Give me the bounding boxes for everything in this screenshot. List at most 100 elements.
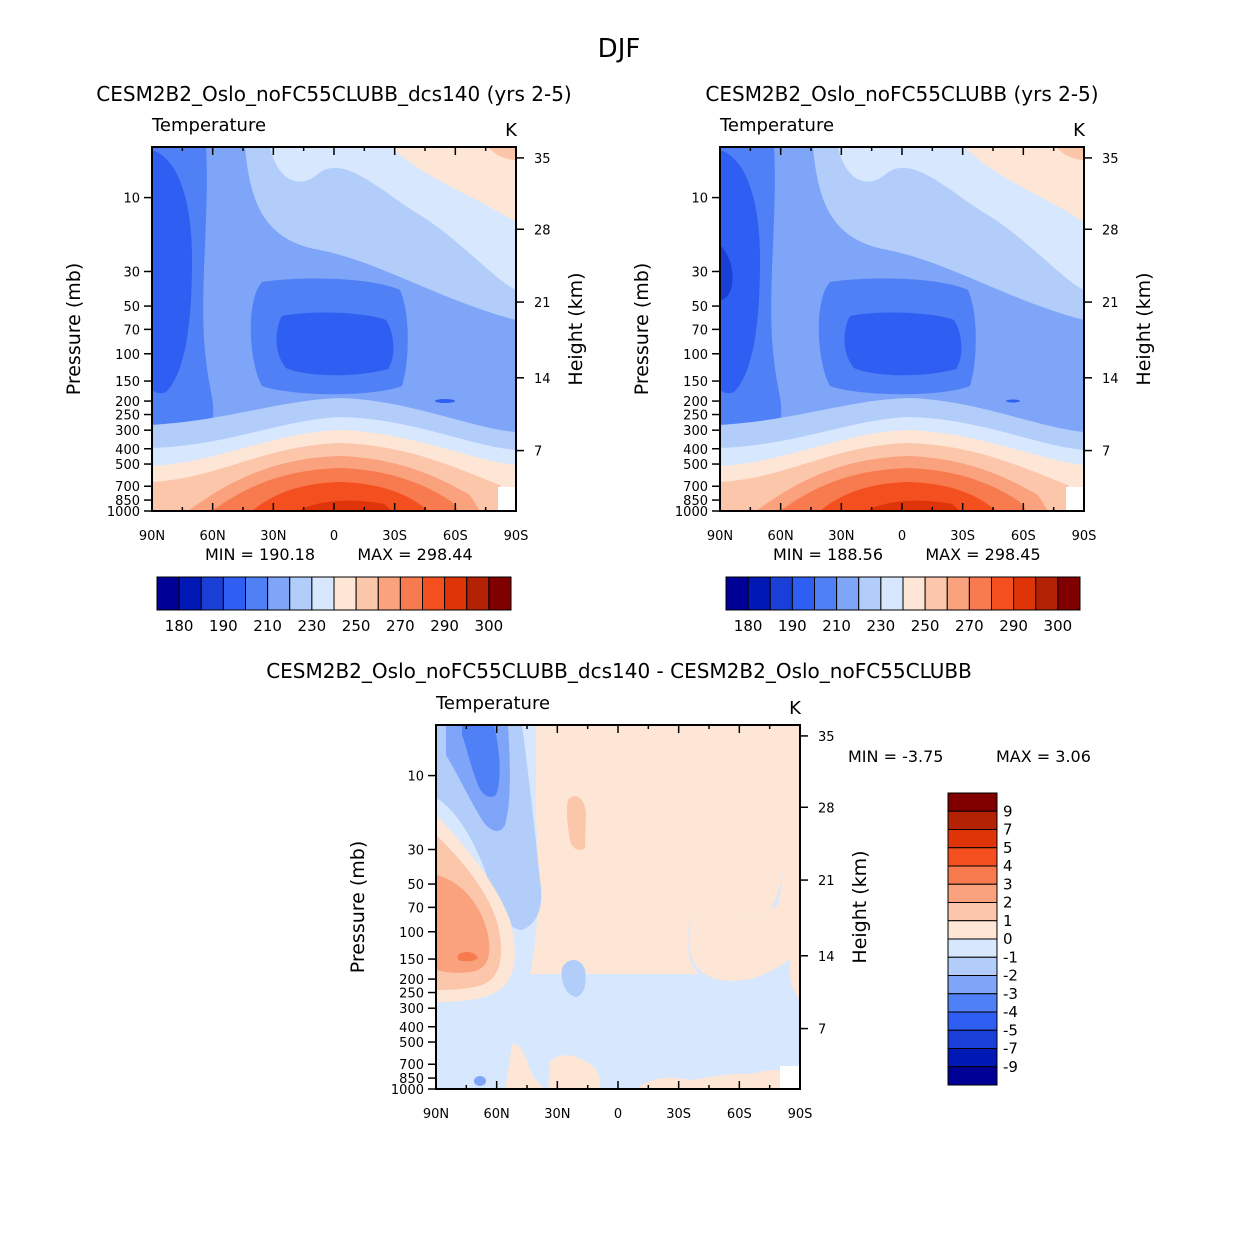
y-right-tick-label: 28: [1102, 223, 1119, 238]
contour-positive-right: [536, 725, 800, 981]
x-tick-label: 30S: [950, 529, 975, 544]
y-tick-label: 250: [399, 987, 424, 1002]
missing-data-block: [1066, 487, 1084, 511]
contour-negative-bottom-blob: [474, 1076, 486, 1086]
panel-2-colorbar: 180 190 210 230 250 270 290 300: [725, 576, 1081, 635]
colorbar-label: 270: [955, 617, 984, 635]
y-tick-label: 200: [399, 973, 424, 988]
panel-3-min-label: MIN = -3.75: [848, 747, 943, 766]
colorbar-label: -5: [1003, 1021, 1018, 1039]
contour-lower-r6: [298, 500, 392, 511]
x-tick-label: 90S: [504, 529, 529, 544]
panel-1-variable: Temperature: [151, 115, 266, 136]
colorbar-label: 3: [1003, 875, 1013, 893]
colorbar-swatch: [947, 1066, 998, 1086]
missing-data-block: [498, 487, 516, 511]
y-right-tick-label: 35: [534, 152, 551, 167]
colorbar-label: -4: [1003, 1003, 1018, 1021]
colorbar-swatch: [747, 576, 771, 611]
panel-1-contours: [152, 147, 516, 511]
panel-2-contours: [720, 147, 1084, 511]
colorbar-label: 180: [734, 617, 763, 635]
colorbar-swatch: [267, 576, 291, 611]
contour-positive-right-edge: [789, 930, 800, 1000]
colorbar-swatch: [947, 810, 998, 830]
colorbar-swatch: [968, 576, 992, 611]
colorbar-swatch: [946, 576, 970, 611]
x-tick-label: 30N: [828, 529, 854, 544]
contour-lower-r5: [252, 482, 428, 511]
colorbar-label: 250: [911, 617, 940, 635]
y-tick-label: 150: [683, 375, 708, 390]
colorbar-swatch: [399, 576, 423, 611]
y-right-tick-label: 7: [818, 1023, 826, 1038]
y-tick-label: 100: [399, 926, 424, 941]
colorbar-label: 300: [1044, 617, 1073, 635]
y-right-tick-label: 7: [1102, 445, 1110, 460]
colorbar-label: 290: [999, 617, 1028, 635]
colorbar-swatch: [222, 576, 246, 611]
contour-polar-vortex-2: [720, 150, 760, 394]
colorbar-label: 180: [165, 617, 194, 635]
y-tick-label: 30: [407, 843, 424, 858]
y-tick-label: 400: [115, 443, 140, 458]
colorbar-swatch: [245, 576, 269, 611]
y-tick-label: 700: [399, 1058, 424, 1073]
colorbar-swatch: [947, 938, 998, 958]
x-tick-label: 60N: [200, 529, 226, 544]
colorbar-label: 230: [298, 617, 327, 635]
panel-3-variable: Temperature: [435, 693, 550, 714]
colorbar-swatch: [947, 1029, 998, 1049]
colorbar-swatch: [947, 1048, 998, 1068]
colorbar-label: 190: [778, 617, 807, 635]
y-axis-label: Pressure (mb): [631, 263, 653, 396]
y-tick-label: 850: [115, 494, 140, 509]
panel-3-contours: [436, 725, 800, 1089]
colorbar-swatch: [947, 902, 998, 922]
panel-2-min-label: MIN = 188.56: [773, 545, 883, 564]
y-tick-label: 500: [115, 458, 140, 473]
y-right-tick-label: 21: [1102, 296, 1119, 311]
y-tick-label: 100: [115, 348, 140, 363]
colorbar-swatch: [377, 576, 401, 611]
colorbar-label: -9: [1003, 1058, 1018, 1076]
y-tick-label: 50: [123, 300, 140, 315]
colorbar-label: 210: [822, 617, 851, 635]
colorbar-swatch: [947, 847, 998, 867]
contour-upper-right-r1: [392, 147, 516, 222]
x-tick-label: 30S: [666, 1107, 691, 1122]
colorbar-swatch: [769, 576, 793, 611]
colorbar-label: 0: [1003, 930, 1013, 948]
contour-positive-main: [530, 725, 789, 974]
y-tick-label: 30: [123, 265, 140, 280]
y-tick-label: 100: [683, 348, 708, 363]
x-tick-label: 60N: [768, 529, 794, 544]
y-right-tick-label: 21: [534, 296, 551, 311]
colorbar-swatch: [444, 576, 468, 611]
colorbar-swatch: [947, 993, 998, 1013]
panel-1-colorbar: 180 190 210 230 250 270 290 300: [156, 576, 512, 635]
y-tick-label: 500: [683, 458, 708, 473]
colorbar-swatch: [858, 576, 882, 611]
y-right-axis-label: Height (km): [1133, 272, 1155, 385]
colorbar-label: 210: [253, 617, 282, 635]
y-tick-label: 10: [407, 770, 424, 785]
y-tick-label: 1000: [107, 505, 140, 520]
y-tick-label: 70: [407, 901, 424, 916]
y-tick-label: 300: [115, 424, 140, 439]
colorbar-swatch: [355, 576, 379, 611]
colorbar-swatch: [814, 576, 838, 611]
colorbar-swatch: [902, 576, 926, 611]
colorbar-label: 290: [430, 617, 459, 635]
y-tick-label: 200: [115, 395, 140, 410]
colorbar-label: -1: [1003, 948, 1018, 966]
contour-lower-r5: [820, 482, 996, 511]
x-tick-label: 60N: [484, 1107, 510, 1122]
colorbar-swatch: [333, 576, 357, 611]
colorbar-swatch: [178, 576, 202, 611]
y-tick-label: 700: [115, 480, 140, 495]
colorbar-label: 1: [1003, 912, 1013, 930]
colorbar-swatch: [880, 576, 904, 611]
colorbar-label: 190: [209, 617, 238, 635]
